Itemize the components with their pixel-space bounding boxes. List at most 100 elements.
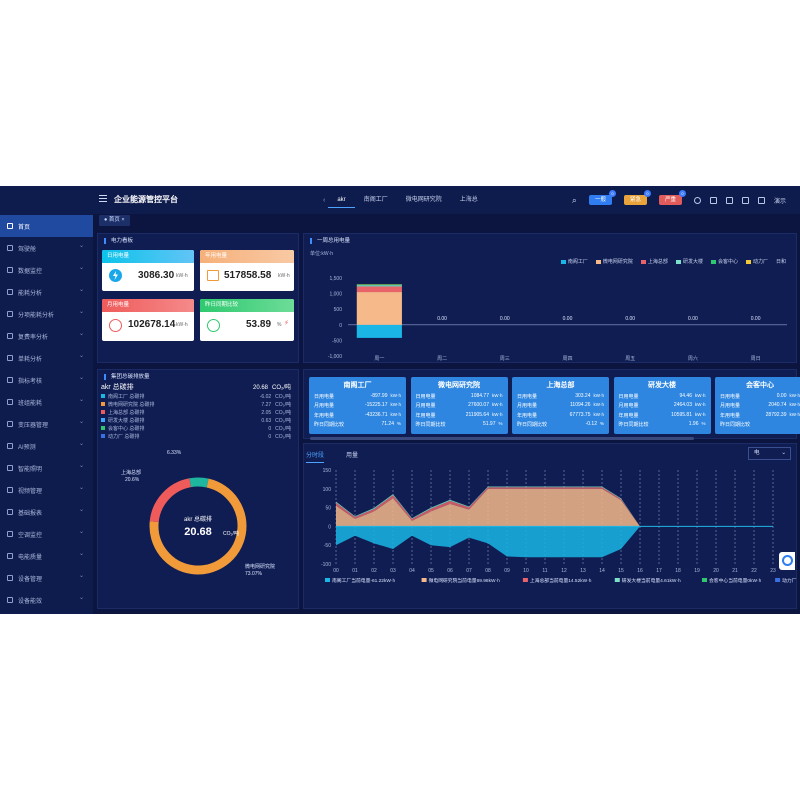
tab-shanghai[interactable]: 上海总 — [459, 197, 478, 203]
site-card-row-unit: kW·h — [789, 411, 800, 417]
menu-toggle-icon[interactable] — [99, 195, 107, 202]
shirt-icon[interactable] — [757, 196, 765, 204]
legend-label: 动力厂 — [752, 259, 768, 265]
site-card[interactable]: 微电网研究院 日用电量 1084.77 kW·h 月用电量 27600.07 kW·h 年用电… — [410, 377, 508, 434]
bar-segment — [356, 285, 402, 287]
alert-normal-button[interactable]: 一般 0 — [588, 190, 616, 205]
legend-item[interactable]: 日和 — [775, 259, 786, 265]
breadcrumb: ● 首页 × — [93, 214, 800, 228]
legend-item[interactable]: 南阁工厂 — [560, 258, 588, 265]
carbon-row-unit: CO₂/吨 — [275, 394, 291, 400]
energy-type-select[interactable]: 电 ⌄ — [748, 447, 791, 460]
carbon-row-value-wrap: -6.02 CO₂/吨 — [260, 393, 291, 400]
site-card-row-unit: kW·h — [390, 411, 402, 417]
sidebar-item-label: 设备能效 — [18, 598, 43, 605]
sidebar-item[interactable]: 设备能效 ⌄ — [0, 589, 93, 611]
legend-item[interactable]: 研发大楼 — [675, 258, 703, 265]
carbon-row-value: 7.27 — [261, 402, 272, 408]
site-card-row-label: 年用电量 — [618, 412, 639, 419]
legend-item[interactable]: 动力厂 — [745, 258, 768, 265]
site-card-row: 月用电量 11094.26 kW·h — [512, 402, 609, 409]
image-icon[interactable] — [709, 196, 717, 204]
site-card-row-label: 月用电量 — [415, 403, 436, 409]
sidebar-item[interactable]: 驾驶舱 ⌄ — [0, 237, 93, 259]
sidebar-item[interactable]: 指标考核 ⌄ — [0, 369, 93, 391]
document-icon[interactable] — [741, 196, 749, 204]
tab-nange[interactable]: 南阁工厂 — [363, 197, 388, 203]
site-card-row-label: 日用电量 — [517, 393, 538, 400]
x-tick-label: 22 — [751, 568, 757, 574]
sidebar-item[interactable]: 班组能耗 ⌄ — [0, 391, 93, 413]
sidebar-item[interactable]: 设备管理 ⌄ — [0, 567, 93, 589]
sidebar-item[interactable]: 单耗分析 ⌄ — [0, 347, 93, 369]
site-card-row-value-wrap: 27600.07 kW·h — [468, 402, 502, 409]
demo-user[interactable]: 演示 — [773, 198, 786, 205]
float-assistant-button[interactable] — [779, 552, 795, 570]
sidebar-item-label: 驾驶舱 — [18, 246, 37, 253]
sidebar-item[interactable]: 能耗分析 ⌄ — [0, 281, 93, 303]
trend-up-icon: ⚡ — [284, 320, 289, 327]
tab-time-period[interactable]: 分时段 — [306, 450, 325, 463]
site-card-row: 年用电量 -43236.71 kW·h — [309, 412, 406, 419]
sidebar-item[interactable]: 变压器管理 ⌄ — [0, 413, 93, 435]
site-card[interactable]: 研发大楼 日用电量 94.46 kW·h 月用电量 2464.03 kW·h 年用电量 1059… — [613, 377, 711, 434]
site-card[interactable]: 上海总部 日用电量 303.24 kW·h 月用电量 11094.26 kW·h 年用电量 67… — [512, 377, 609, 434]
legend-item[interactable]: 上海总部 — [640, 258, 668, 265]
sites-scrollbar[interactable] — [310, 437, 694, 440]
sidebar-item[interactable]: 分项能耗分析 ⌄ — [0, 303, 93, 325]
alert-urgent-button[interactable]: 紧急 0 — [623, 190, 651, 205]
sidebar-item[interactable]: 复费率分析 ⌄ — [0, 325, 93, 347]
site-card-row: 年用电量 10595.81 kW·h — [614, 412, 711, 419]
carbon-row-unit: CO₂/吨 — [275, 434, 291, 440]
site-card-row-label: 月用电量 — [517, 403, 538, 409]
x-tick-label: 12 — [561, 568, 567, 574]
tab-usage[interactable]: 用量 — [346, 453, 359, 459]
site-card-row-label: 日用电量 — [720, 393, 741, 400]
tab-microgrid[interactable]: 微电网研究院 — [405, 197, 442, 203]
site-card[interactable]: 会客中心 日用电量 0.00 kW·h 月用电量 2040.74 kW·h 年用电量 28792… — [715, 377, 800, 434]
week-chart: 1,500 1,000 500 0 -500 -1,000 周一 周二 0.00 周三 0.00 周四… — [328, 276, 787, 361]
alert-severe-button[interactable]: 严重 0 — [658, 190, 686, 205]
kpi-yearly-label: 年用电量 — [200, 250, 294, 263]
site-card-row-label: 日用电量 — [314, 393, 335, 400]
sidebar-item[interactable]: 数据监控 ⌄ — [0, 259, 93, 281]
tab-akr[interactable]: akr — [328, 193, 355, 208]
carbon-row-value: -6.02 — [259, 394, 272, 400]
x-tick-label: 06 — [447, 568, 453, 574]
site-card-row-unit: kW·h — [593, 411, 605, 417]
legend-item[interactable]: 会客中心 — [710, 258, 738, 265]
sidebar-item[interactable]: 智能照明 ⌄ — [0, 457, 93, 479]
sidebar-item[interactable]: AI预测 ⌄ — [0, 435, 93, 457]
sidebar-item[interactable]: 空调监控 ⌄ — [0, 523, 93, 545]
site-card-row-value-wrap: -15225.17 kW·h — [365, 402, 401, 409]
site-card-row: 年用电量 67773.75 kW·h — [512, 412, 609, 419]
donut-label-pct: 73.07% — [245, 571, 263, 577]
sidebar-item[interactable]: 首页 — [0, 215, 93, 237]
search-icon[interactable]: ⌕ — [571, 194, 577, 205]
breadcrumb-home-tab[interactable]: ● 首页 × — [99, 215, 130, 226]
sidebar-item-label: 单耗分析 — [18, 356, 43, 363]
sidebar-item[interactable]: 电能质量 ⌄ — [0, 545, 93, 567]
x-tick-label: 周三 — [500, 356, 510, 361]
legend-label: 研发大楼当前电量4.61kW·h — [622, 577, 681, 584]
donut-label-pct: 6.33% — [167, 450, 182, 456]
fullscreen-icon[interactable] — [725, 196, 733, 204]
x-tick-label: 09 — [504, 568, 510, 574]
alert-normal-label: 一般 — [594, 197, 606, 203]
sidebar-item-label: 首页 — [18, 224, 31, 231]
tabs-prev-icon[interactable]: ‹ — [323, 197, 326, 204]
carbon-row: 动力厂 总碳排 0 CO₂/吨 — [101, 433, 291, 440]
volume-icon[interactable] — [693, 196, 701, 204]
carbon-row-label-wrap: 南阁工厂 总碳排 — [101, 393, 144, 400]
carbon-row: 南阁工厂 总碳排 -6.02 CO₂/吨 — [101, 393, 291, 400]
sidebar-item[interactable]: 基础报表 ⌄ — [0, 501, 93, 523]
legend-item[interactable]: 微电网研究院 — [595, 258, 633, 265]
sidebar-item-label: 基础报表 — [18, 510, 43, 517]
site-card-name: 微电网研究院 — [438, 382, 480, 389]
carbon-row: 上海总部 总碳排 2.05 CO₂/吨 — [101, 409, 291, 416]
sidebar-item-label: 数据监控 — [18, 268, 43, 275]
carbon-row-label-wrap: 动力厂 总碳排 — [101, 433, 139, 440]
site-card[interactable]: 南阁工厂 日用电量 -897.99 kW·h 月用电量 -15225.17 kW·h 年用电量… — [309, 377, 406, 434]
sidebar-item[interactable]: 视频管理 ⌄ — [0, 479, 93, 501]
